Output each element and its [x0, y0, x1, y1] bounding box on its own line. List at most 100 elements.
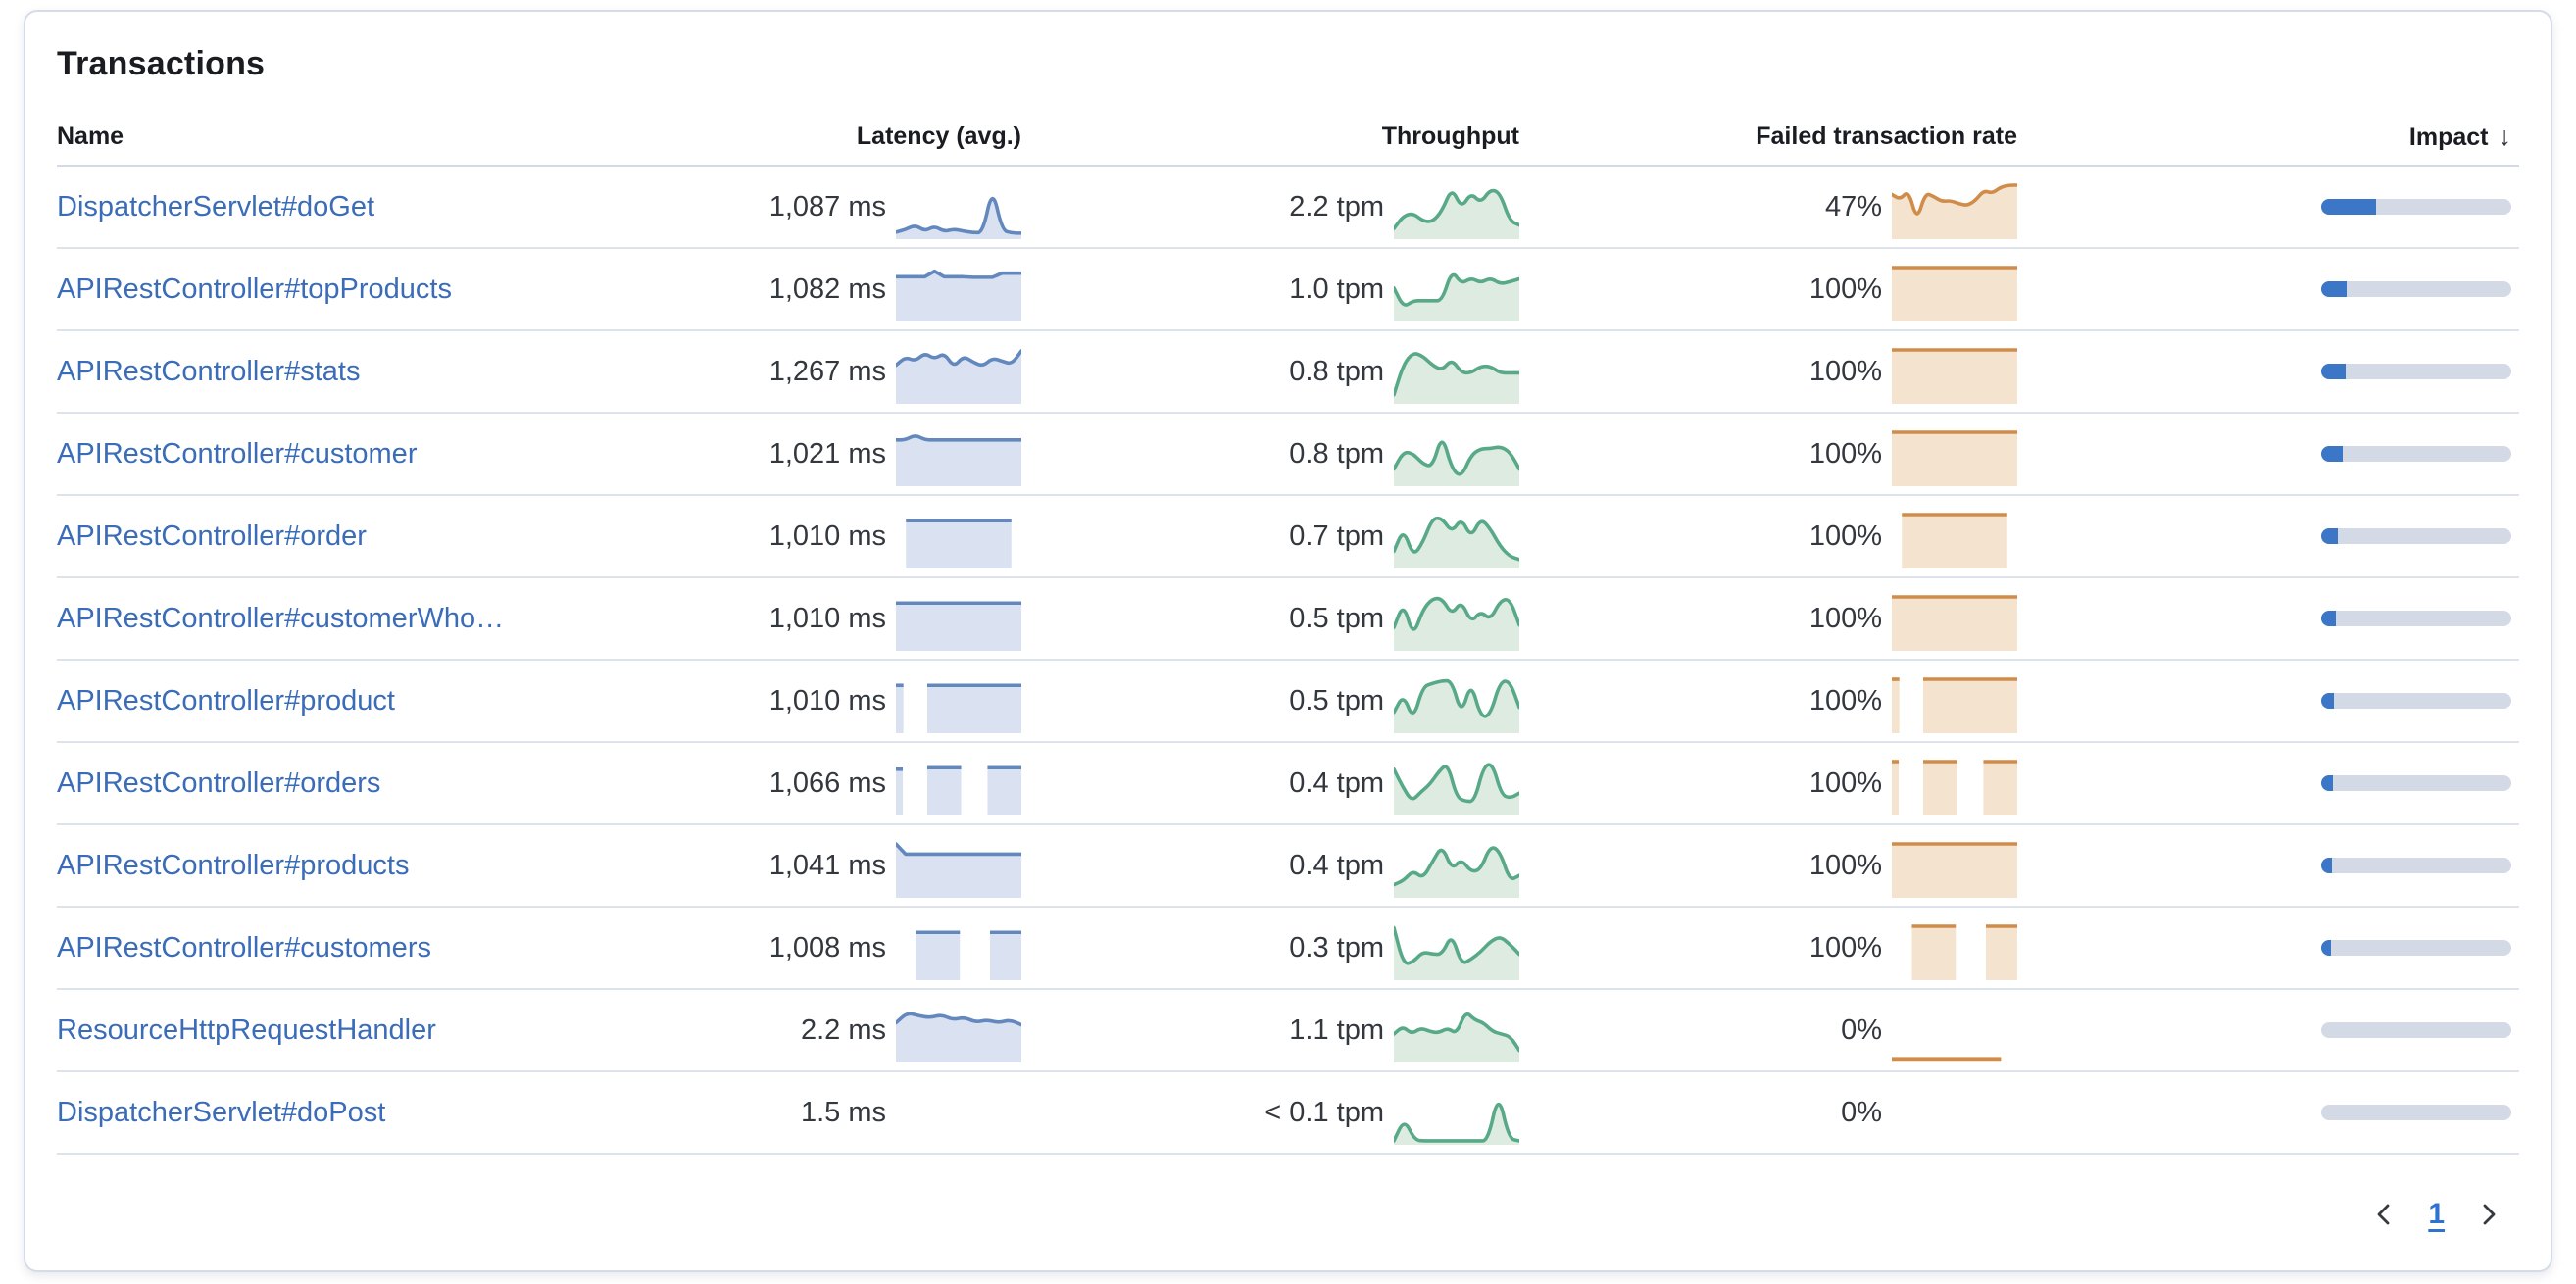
impact-bar — [2321, 1022, 2511, 1038]
throughput-sparkline-slot — [1394, 1084, 1519, 1145]
failed-rate-sparkline-slot — [1892, 837, 2017, 898]
failed-rate-sparkline — [1892, 183, 2017, 239]
transaction-name-cell: APIRestController#orders — [57, 767, 629, 800]
chevron-left-icon — [2377, 1204, 2390, 1225]
failed-rate-value: 47% — [1824, 190, 1882, 222]
failed-rate-value-cell: 47% — [1570, 178, 2060, 239]
latency-value: 1,267 ms — [768, 355, 886, 387]
impact-cell — [2060, 528, 2523, 544]
impact-bar — [2321, 775, 2511, 791]
impact-bar-fill — [2321, 364, 2347, 379]
failed-rate-sparkline-slot — [1892, 425, 2017, 486]
throughput-sparkline-slot — [1394, 590, 1519, 651]
failed-rate-sparkline-slot — [1892, 919, 2017, 980]
failed-rate-value-cell: 100% — [1570, 672, 2060, 733]
latency-value: 1,010 ms — [768, 519, 886, 552]
page-number-1[interactable]: 1 — [2428, 1198, 2445, 1230]
transaction-name-link[interactable]: ResourceHttpRequestHandler — [57, 1013, 436, 1046]
throughput-sparkline-slot — [1394, 1002, 1519, 1062]
latency-sparkline — [896, 349, 1021, 404]
transaction-name-link[interactable]: APIRestController#customers — [57, 931, 431, 963]
latency-sparkline-slot — [896, 755, 1021, 815]
transaction-name-link[interactable]: APIRestController#customerWho… — [57, 602, 505, 634]
impact-cell — [2060, 693, 2523, 709]
transaction-name-link[interactable]: APIRestController#order — [57, 519, 367, 552]
latency-sparkline — [896, 601, 1021, 651]
latency-sparkline — [916, 930, 1021, 980]
impact-bar — [2321, 858, 2511, 873]
failed-rate-value: 100% — [1808, 684, 1882, 716]
transaction-name-cell: APIRestController#product — [57, 685, 629, 717]
failed-rate-sparkline — [1892, 1057, 2002, 1062]
throughput-value-cell: 1.0 tpm — [1080, 261, 1570, 321]
transaction-name-link[interactable]: DispatcherServlet#doPost — [57, 1096, 386, 1128]
column-header-throughput[interactable]: Throughput — [1381, 122, 1519, 150]
failed-rate-value: 100% — [1808, 437, 1882, 469]
throughput-value: 2.2 tpm — [1289, 190, 1384, 222]
transaction-name-link[interactable]: APIRestController#customer — [57, 437, 418, 469]
throughput-sparkline-slot — [1394, 343, 1519, 404]
column-header-failed[interactable]: Failed transaction rate — [1756, 122, 2017, 150]
throughput-sparkline — [1394, 352, 1519, 404]
latency-value: 1.5 ms — [800, 1096, 886, 1128]
transaction-name-link[interactable]: APIRestController#product — [57, 684, 395, 716]
failed-rate-sparkline — [1892, 430, 2017, 486]
chevron-right-icon — [2483, 1204, 2496, 1225]
impact-bar — [2321, 364, 2511, 379]
latency-value-cell: 1,066 ms — [629, 755, 1080, 815]
throughput-value-cell: 0.7 tpm — [1080, 508, 1570, 568]
latency-sparkline-slot — [896, 837, 1021, 898]
transaction-name-link[interactable]: APIRestController#topProducts — [57, 272, 452, 305]
throughput-value: 1.1 tpm — [1289, 1013, 1384, 1046]
throughput-value-cell: 0.3 tpm — [1080, 919, 1570, 980]
throughput-sparkline-slot — [1394, 261, 1519, 321]
impact-cell — [2060, 199, 2523, 215]
next-page-button[interactable] — [2474, 1200, 2503, 1229]
table-row: DispatcherServlet#doPost 1.5 ms < 0.1 tpm 0… — [57, 1072, 2519, 1155]
throughput-value-cell: < 0.1 tpm — [1080, 1084, 1570, 1145]
latency-value-cell: 1,087 ms — [629, 178, 1080, 239]
failed-rate-sparkline-slot — [1892, 1084, 2017, 1141]
table-row: APIRestController#product 1,010 ms 0.5 tpm… — [57, 661, 2519, 743]
column-header-name[interactable]: Name — [57, 122, 124, 150]
failed-rate-sparkline — [1892, 1088, 2017, 1145]
transaction-name-link[interactable]: APIRestController#products — [57, 849, 410, 881]
latency-value-cell: 1,008 ms — [629, 919, 1080, 980]
throughput-value: 0.8 tpm — [1289, 355, 1384, 387]
impact-bar-fill — [2321, 693, 2334, 709]
latency-value: 1,010 ms — [768, 684, 886, 716]
latency-value: 1,010 ms — [768, 602, 886, 634]
latency-sparkline — [896, 1012, 1021, 1062]
failed-rate-value-cell: 100% — [1570, 837, 2060, 898]
latency-value-cell: 1,041 ms — [629, 837, 1080, 898]
table-row: DispatcherServlet#doGet 1,087 ms 2.2 tpm 47… — [57, 167, 2519, 249]
latency-value-cell: 1,021 ms — [629, 425, 1080, 486]
column-header-impact[interactable]: Impact ↓ — [2408, 121, 2511, 151]
table-header-row: Name Latency (avg.) Throughput Failed trans… — [57, 108, 2519, 167]
latency-value-cell: 1,010 ms — [629, 590, 1080, 651]
impact-bar — [2321, 281, 2511, 297]
transaction-name-link[interactable]: APIRestController#orders — [57, 766, 381, 799]
latency-value: 1,021 ms — [768, 437, 886, 469]
failed-rate-value-cell: 100% — [1570, 590, 2060, 651]
table-row: APIRestController#orders 1,066 ms 0.4 tpm 1… — [57, 743, 2519, 825]
throughput-sparkline — [1394, 763, 1519, 815]
prev-page-button[interactable] — [2369, 1200, 2399, 1229]
throughput-sparkline — [1394, 272, 1519, 321]
latency-value-cell: 1,010 ms — [629, 508, 1080, 568]
impact-cell — [2060, 775, 2523, 791]
impact-cell — [2060, 1022, 2523, 1038]
transaction-name-cell: APIRestController#products — [57, 850, 629, 882]
column-header-latency[interactable]: Latency (avg.) — [856, 122, 1021, 150]
latency-sparkline — [896, 1088, 1021, 1145]
failed-rate-value-cell: 0% — [1570, 1084, 2060, 1141]
failed-rate-value-cell: 0% — [1570, 1002, 2060, 1062]
throughput-sparkline — [1394, 678, 1519, 733]
throughput-sparkline-slot — [1394, 425, 1519, 486]
transaction-name-link[interactable]: DispatcherServlet#doGet — [57, 190, 374, 222]
latency-value-cell: 1,010 ms — [629, 672, 1080, 733]
latency-sparkline-slot — [896, 590, 1021, 651]
failed-rate-value: 0% — [1841, 1013, 1882, 1046]
transaction-name-link[interactable]: APIRestController#stats — [57, 355, 361, 387]
latency-value: 1,087 ms — [768, 190, 886, 222]
